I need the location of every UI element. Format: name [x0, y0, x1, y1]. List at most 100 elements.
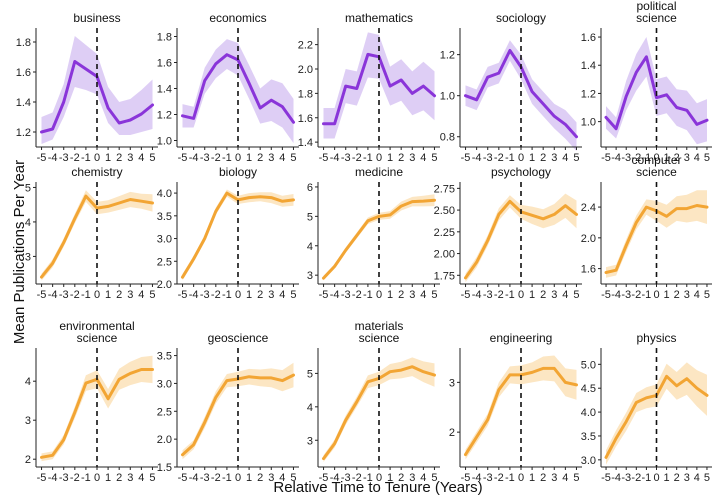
- x-tick-label: -3: [341, 472, 351, 484]
- panel-business: business 1.2 1.4 1.6 1.8 -5 -4 -3 -2 -1 0 1 2 3 4 5: [16, 11, 158, 164]
- y-tick-label: 1.2: [440, 50, 455, 62]
- x-tick-label: -4: [611, 289, 621, 301]
- y-axis-title: Mean Publications Per Year: [11, 160, 28, 344]
- x-tick-label: -2: [631, 152, 641, 164]
- x-tick-label: 2: [257, 472, 263, 484]
- y-tick-label: 3.5: [157, 351, 172, 363]
- x-tick-label: 4: [138, 152, 144, 164]
- x-tick-label: -1: [505, 289, 515, 301]
- x-tick-label: 3: [268, 152, 274, 164]
- x-tick-label: -3: [59, 289, 69, 301]
- x-tick-label: -5: [319, 289, 329, 301]
- x-tick-label: 2: [116, 472, 122, 484]
- panel-title: geoscience: [208, 331, 269, 345]
- panel-title: science: [359, 331, 400, 345]
- x-tick-label: 2: [116, 152, 122, 164]
- x-tick-label: 5: [704, 152, 710, 164]
- y-tick-label: 1.6: [298, 113, 313, 125]
- x-tick-label: -5: [37, 472, 47, 484]
- y-tick-label: 1.8: [298, 88, 313, 100]
- x-tick-label: -2: [352, 152, 362, 164]
- y-tick-label: 1.0: [581, 117, 596, 129]
- y-tick-label: 1.2: [581, 88, 596, 100]
- y-tick-label: 4.0: [581, 407, 596, 419]
- x-axis-title: Relative Time to Tenure (Years): [273, 479, 482, 496]
- x-tick-label: 4: [420, 152, 426, 164]
- confidence-band: [182, 39, 294, 144]
- x-tick-label: -1: [642, 152, 652, 164]
- y-tick-label: 2: [449, 427, 455, 439]
- x-tick-label: 2: [674, 472, 680, 484]
- x-tick-label: -1: [222, 289, 232, 301]
- confidence-band: [465, 355, 577, 460]
- confidence-band: [606, 362, 707, 465]
- x-tick-label: 0: [235, 152, 241, 164]
- x-tick-label: 1: [387, 289, 393, 301]
- x-tick-label: -4: [330, 152, 340, 164]
- x-tick-label: 3: [127, 289, 133, 301]
- x-tick-label: -4: [472, 289, 482, 301]
- x-tick-label: 5: [290, 289, 296, 301]
- x-tick-label: 3: [684, 152, 690, 164]
- panel-title: physics: [636, 331, 676, 345]
- y-tick-label: 1.5: [157, 462, 172, 474]
- confidence-band: [606, 190, 707, 278]
- x-tick-label: 5: [149, 152, 155, 164]
- y-tick-label: 5: [307, 368, 313, 380]
- y-tick-label: 0.8: [440, 132, 455, 144]
- panel-title: psychology: [491, 165, 551, 179]
- x-tick-label: 0: [376, 152, 382, 164]
- y-tick-label: 2.0: [157, 434, 172, 446]
- x-tick-label: 1: [664, 152, 670, 164]
- x-tick-label: 2: [398, 152, 404, 164]
- y-tick-label: 1.0: [440, 91, 455, 103]
- y-tick-label: 2.2: [298, 40, 313, 52]
- panel-title: science: [77, 331, 118, 345]
- x-tick-label: -5: [601, 289, 611, 301]
- x-tick-label: 5: [431, 152, 437, 164]
- confidence-band: [182, 189, 294, 281]
- x-tick-label: -1: [505, 472, 515, 484]
- panel-title: economics: [209, 11, 266, 25]
- y-tick-label: 2.50: [434, 205, 455, 217]
- x-tick-label: 1: [105, 472, 111, 484]
- x-tick-label: 1: [105, 152, 111, 164]
- y-tick-label: 3: [25, 251, 31, 263]
- y-tick-label: 5: [25, 182, 31, 194]
- x-tick-label: -2: [352, 472, 362, 484]
- panel-title: science: [636, 11, 677, 25]
- x-tick-label: 0: [653, 472, 659, 484]
- x-tick-label: -4: [189, 472, 199, 484]
- x-tick-label: -5: [37, 152, 47, 164]
- panel-geoscience: geoscience 1.5 2.0 2.5 3.0 3.5 -5 -4 -3 -2 -1 0 1 2 3 4…: [157, 331, 299, 484]
- x-tick-label: 0: [653, 152, 659, 164]
- x-tick-label: 0: [376, 289, 382, 301]
- x-tick-label: -1: [222, 472, 232, 484]
- x-tick-label: 0: [376, 472, 382, 484]
- y-tick-label: 1.6: [157, 58, 172, 70]
- y-tick-label: 1.6: [581, 264, 596, 276]
- y-tick-label: 1.75: [434, 270, 455, 282]
- y-tick-label: 2.5: [157, 256, 172, 268]
- x-tick-label: 2: [398, 472, 404, 484]
- x-tick-label: 4: [279, 152, 285, 164]
- x-tick-label: -3: [341, 152, 351, 164]
- x-tick-label: -1: [363, 152, 373, 164]
- x-tick-label: 4: [138, 472, 144, 484]
- y-tick-label: 3: [449, 377, 455, 389]
- x-tick-label: -5: [601, 472, 611, 484]
- x-tick-label: 4: [562, 152, 568, 164]
- y-tick-label: 2.4: [581, 202, 596, 214]
- x-tick-label: 3: [127, 152, 133, 164]
- x-tick-label: 1: [529, 289, 535, 301]
- y-tick-label: 5: [307, 211, 313, 223]
- x-tick-label: 3: [684, 289, 690, 301]
- panel-title: environmental: [59, 319, 134, 333]
- x-tick-label: 0: [94, 472, 100, 484]
- x-tick-label: 0: [235, 289, 241, 301]
- y-tick-label: 3: [307, 270, 313, 282]
- x-tick-label: -3: [621, 152, 631, 164]
- confidence-band: [41, 355, 153, 462]
